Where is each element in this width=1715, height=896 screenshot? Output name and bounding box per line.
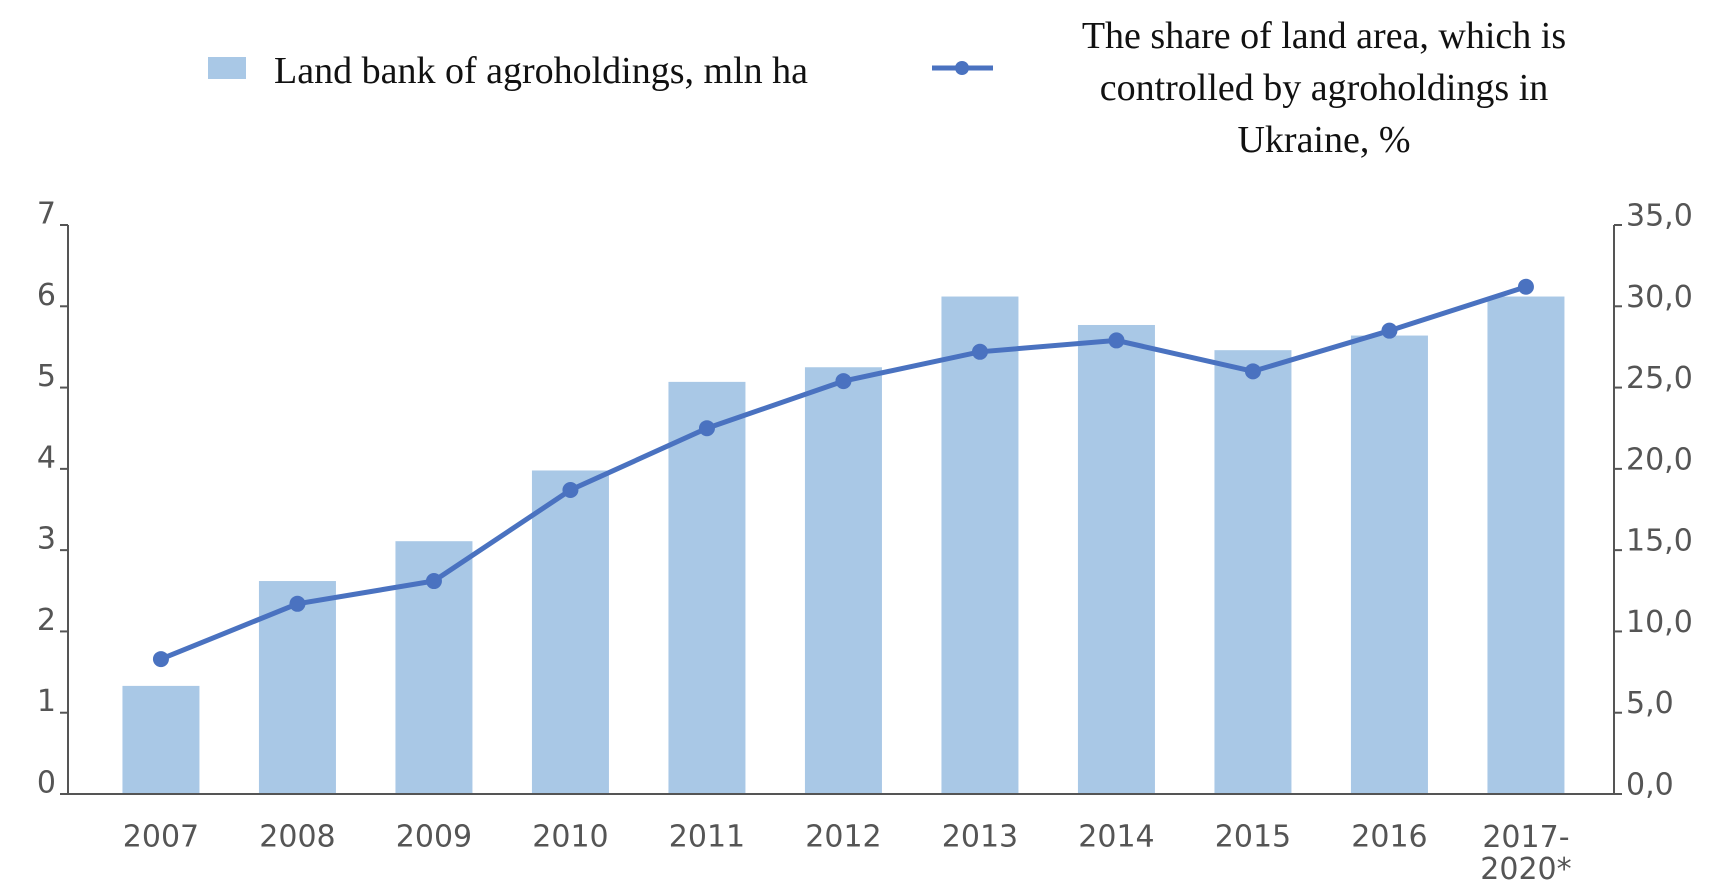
legend-swatch (208, 57, 246, 79)
y2-tick-label: 15,0 (1626, 524, 1693, 559)
y-tick-label: 5 (37, 359, 56, 394)
y-tick-label: 6 (37, 278, 56, 313)
y2-tick-label: 35,0 (1626, 199, 1693, 234)
line-point (971, 343, 988, 360)
y2-tick-label: 30,0 (1626, 280, 1693, 315)
y-tick-label: 0 (37, 766, 56, 801)
x-tick-label: 2009 (396, 820, 472, 855)
x-tick-label: 2007 (123, 820, 199, 855)
y2-tick-label: 20,0 (1626, 442, 1693, 477)
y2-tick-label: 0,0 (1626, 768, 1674, 803)
bar (531, 470, 609, 794)
x-tick-label: 2017-2020* (1480, 820, 1571, 887)
line-point (1381, 322, 1398, 339)
x-tick-label: 2015 (1215, 820, 1291, 855)
line-point (289, 595, 306, 612)
line-point (1244, 363, 1261, 380)
y2-tick-label: 5,0 (1626, 686, 1674, 721)
bar (1077, 324, 1155, 794)
y-tick-label: 7 (37, 197, 56, 232)
x-tick-label: 2011 (669, 820, 745, 855)
bar (668, 381, 746, 794)
line-point (425, 573, 442, 590)
line-point (835, 373, 852, 390)
legend-label: The share of land area, which is control… (1081, 15, 1567, 161)
y2-tick-label: 25,0 (1626, 361, 1693, 396)
bar (804, 367, 882, 794)
y-tick-label: 4 (37, 440, 56, 475)
legend-swatch (955, 61, 969, 75)
y-tick-label: 3 (37, 522, 56, 557)
y2-tick-label: 10,0 (1626, 605, 1693, 640)
x-tick-label: 2008 (259, 820, 335, 855)
bar (1214, 350, 1292, 794)
line-point (698, 420, 715, 437)
line-point (562, 481, 579, 498)
bar (122, 685, 200, 794)
x-tick-label: 2010 (532, 820, 608, 855)
y-tick-label: 1 (37, 684, 56, 719)
bar (1487, 296, 1565, 794)
line-point (152, 651, 169, 668)
bar (941, 296, 1019, 794)
x-tick-label: 2014 (1078, 820, 1154, 855)
line-point (1517, 278, 1534, 295)
y-tick-label: 2 (37, 603, 56, 638)
x-tick-label: 2013 (942, 820, 1018, 855)
legend-label: Land bank of agroholdings, mln ha (274, 50, 809, 92)
x-tick-label: 2012 (805, 820, 881, 855)
bar (1350, 335, 1428, 794)
line-point (1108, 332, 1125, 349)
x-tick-label: 2016 (1351, 820, 1427, 855)
